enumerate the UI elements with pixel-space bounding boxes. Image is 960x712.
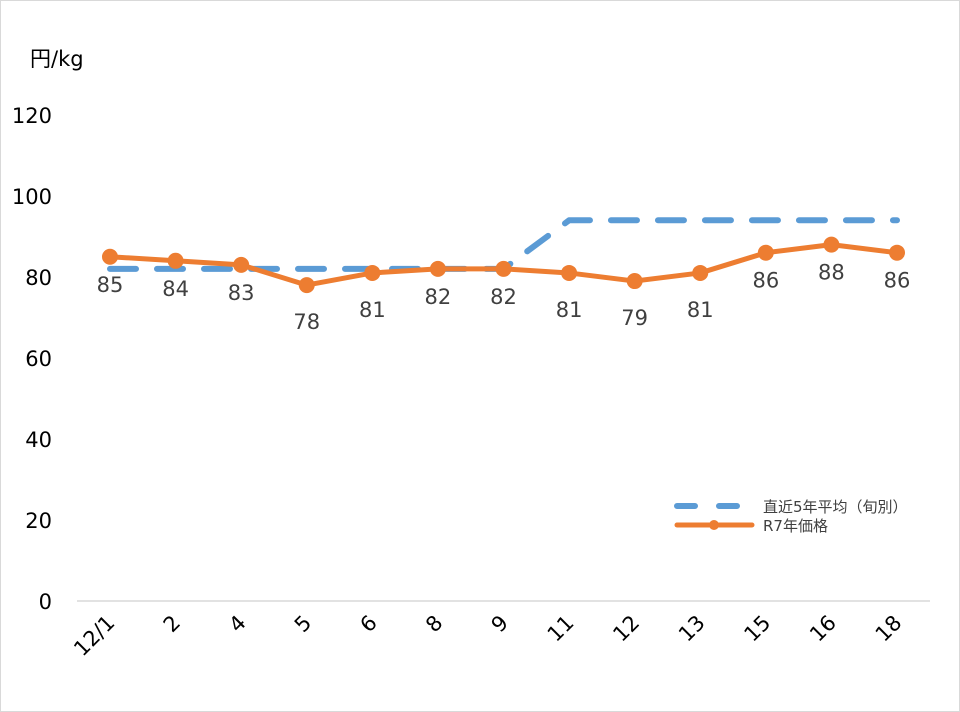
data-label: 81 <box>687 298 714 322</box>
data-label: 81 <box>359 298 386 322</box>
data-label: 82 <box>425 285 452 309</box>
data-label: 84 <box>162 277 189 301</box>
data-point <box>102 248 118 265</box>
y-tick-label: 80 <box>25 266 52 290</box>
x-tick-label: 15 <box>739 611 775 647</box>
x-tick-label: 18 <box>871 611 907 647</box>
legend-label: R7年価格 <box>763 517 828 535</box>
data-point <box>692 264 709 281</box>
x-tick-label: 16 <box>805 611 841 647</box>
x-tick-label: 11 <box>543 611 579 647</box>
data-point <box>561 264 578 281</box>
x-tick-label: 6 <box>355 611 381 637</box>
data-point <box>889 244 905 261</box>
data-label: 85 <box>97 273 124 297</box>
data-point <box>626 273 643 290</box>
legend-label: 直近5年平均（旬別） <box>763 498 908 516</box>
data-label: 86 <box>884 269 911 293</box>
x-tick-label: 9 <box>487 611 513 637</box>
y-unit-label: 円/kg <box>30 47 84 71</box>
data-point <box>167 252 184 269</box>
y-tick-label: 120 <box>12 104 52 128</box>
data-label: 82 <box>490 285 517 309</box>
x-tick-label: 8 <box>421 611 447 637</box>
data-point <box>823 236 840 253</box>
y-tick-label: 20 <box>25 509 52 533</box>
y-tick-label: 40 <box>25 428 52 452</box>
data-point <box>298 277 315 294</box>
x-tick-label: 12 <box>608 611 644 647</box>
data-label: 83 <box>228 281 255 305</box>
data-point <box>429 260 446 277</box>
x-tick-label: 13 <box>674 611 710 647</box>
data-point <box>233 256 250 273</box>
x-tick-label: 5 <box>290 611 316 637</box>
legend: 直近5年平均（旬別）R7年価格 <box>674 498 908 535</box>
data-point <box>495 260 512 277</box>
legend-marker <box>709 520 719 530</box>
y-tick-label: 60 <box>25 347 52 371</box>
y-tick-label: 0 <box>39 590 52 614</box>
data-label: 86 <box>752 269 779 293</box>
data-point <box>364 264 381 281</box>
data-label: 81 <box>556 298 583 322</box>
data-label: 88 <box>818 261 845 285</box>
data-label: 79 <box>621 306 648 330</box>
y-tick-label: 100 <box>12 185 52 209</box>
x-tick-label: 12/1 <box>69 611 119 661</box>
data-point <box>757 244 774 261</box>
x-tick-label: 2 <box>159 611 185 637</box>
x-tick-label: 4 <box>224 611 250 637</box>
data-label: 78 <box>293 310 320 334</box>
